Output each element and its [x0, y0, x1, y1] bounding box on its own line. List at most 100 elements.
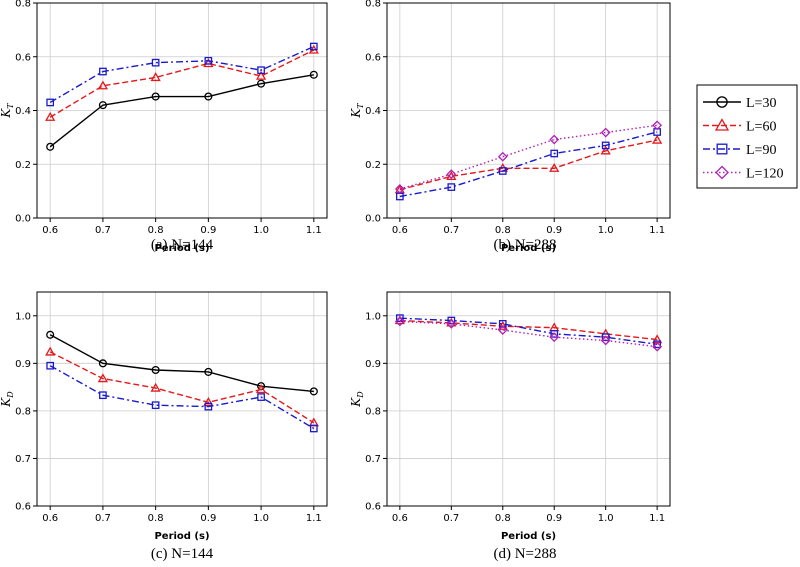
data-point	[653, 340, 661, 349]
y-tick-label: 0.8	[15, 0, 31, 10]
data-point	[600, 145, 611, 155]
legend-entry-l-60: L=60	[703, 118, 776, 135]
data-point	[601, 333, 610, 342]
data-point	[257, 66, 265, 75]
x-tick-label: 0.8	[495, 513, 511, 524]
data-point	[151, 92, 160, 101]
y-tick-label: 0.6	[15, 52, 31, 63]
panel-caption: (d) N=288	[493, 546, 556, 562]
series-line	[49, 45, 315, 104]
x-tick-label: 1.0	[253, 225, 269, 236]
data-point	[151, 58, 160, 67]
data-point	[652, 341, 663, 352]
x-tick-label: 1.1	[306, 513, 322, 524]
legend-marker	[714, 118, 730, 131]
x-tick-label: 0.9	[546, 513, 562, 524]
y-axis-label-sub: D	[356, 391, 365, 399]
y-tick-label: 0.4	[365, 106, 381, 117]
legend-label: L=120	[746, 167, 783, 182]
y-axis-label-main: K	[349, 108, 363, 119]
series-l-120	[394, 120, 663, 194]
y-tick-label: 0.7	[15, 454, 31, 465]
data-point	[550, 329, 559, 338]
y-tick-label: 0.6	[365, 52, 381, 63]
series-line	[49, 49, 315, 118]
data-point	[498, 320, 507, 328]
data-point	[446, 318, 457, 329]
data-point	[257, 79, 266, 88]
x-tick-label: 0.7	[95, 513, 111, 524]
data-point	[46, 142, 55, 151]
chart-panel-1: 0.6 0.7 0.8 0.9 1.0 1.1 0.0 0.2 0.4 0.6 0.8 Period …	[0, 0, 328, 254]
x-tick-label: 0.8	[495, 225, 511, 236]
data-point	[203, 397, 214, 406]
x-tick-label: 1.1	[306, 225, 322, 236]
data-point	[204, 367, 213, 376]
data-point	[99, 391, 107, 400]
y-tick-label: 0.9	[15, 359, 31, 370]
series-line	[49, 351, 315, 424]
data-point	[46, 361, 55, 370]
chart-panel-3: 0.6 0.7 0.8 0.9 1.0 1.1 0.6 0.7 0.8 0.9 1.0 Period …	[0, 291, 328, 562]
data-point	[394, 184, 405, 194]
series-l-60	[45, 44, 319, 121]
series-line	[399, 124, 658, 190]
data-point	[45, 346, 56, 356]
series-l-120	[394, 316, 663, 352]
y-tick-label: 0.6	[15, 502, 31, 513]
panel-caption: (c) N=144	[151, 546, 214, 562]
legend-label: L=30	[746, 96, 776, 111]
y-tick-label: 0.2	[15, 160, 31, 171]
x-tick-label: 0.6	[42, 225, 58, 236]
x-tick-label: 0.9	[200, 225, 216, 236]
data-point	[549, 332, 560, 343]
x-axis-label: Period (s)	[501, 243, 556, 254]
data-point	[45, 111, 56, 121]
x-tick-label: 0.9	[546, 225, 562, 236]
y-axis-label: KD	[0, 391, 15, 408]
y-tick-label: 0.8	[365, 0, 381, 10]
x-axis-label: Period (s)	[154, 531, 209, 542]
y-tick-label: 0.6	[365, 502, 381, 513]
data-point	[600, 127, 611, 138]
data-point	[204, 402, 213, 411]
x-tick-label: 0.9	[200, 513, 216, 524]
data-point	[98, 101, 107, 110]
series-line	[49, 334, 314, 393]
data-point	[549, 134, 560, 145]
series-l-90	[46, 42, 318, 107]
legend-marker	[716, 96, 728, 108]
data-point	[204, 92, 213, 101]
legend: L=30 L=60 L=90 L=120	[696, 84, 798, 189]
data-point	[446, 169, 457, 180]
data-point	[46, 330, 55, 339]
y-axis-label-main: K	[0, 397, 13, 408]
series-line	[399, 317, 658, 346]
legend-label: L=90	[746, 143, 776, 158]
x-tick-label: 0.7	[443, 225, 459, 236]
plot-frame	[36, 2, 328, 219]
x-tick-label: 0.7	[443, 513, 459, 524]
data-point	[151, 401, 160, 410]
y-tick-label: 0.0	[15, 214, 31, 225]
x-tick-label: 0.7	[95, 225, 111, 236]
series-l-90	[396, 314, 661, 349]
data-point	[498, 167, 507, 175]
data-point	[549, 162, 560, 172]
data-point	[309, 70, 318, 79]
data-point	[151, 365, 160, 375]
plot-frame	[36, 291, 328, 507]
legend-entry-l-90: L=90	[703, 143, 776, 158]
series-l-30	[46, 70, 318, 151]
series-line	[399, 319, 658, 341]
plot-frame	[386, 291, 671, 507]
data-point	[257, 393, 265, 401]
x-tick-label: 1.1	[649, 513, 665, 524]
data-point	[98, 359, 107, 368]
legend-marker	[716, 143, 728, 155]
series-line	[399, 320, 658, 348]
y-tick-label: 0.4	[15, 106, 31, 117]
data-point	[309, 387, 318, 396]
data-point	[255, 70, 267, 80]
